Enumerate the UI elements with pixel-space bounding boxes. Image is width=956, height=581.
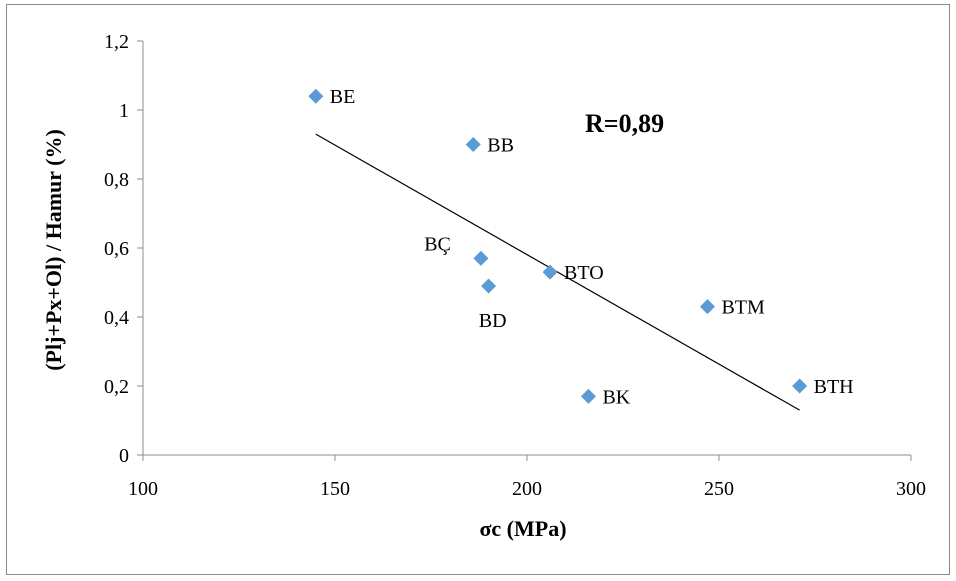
data-label-bb: BB (487, 135, 514, 157)
x-tick-label: 300 (896, 478, 926, 500)
y-tick-label: 0,6 (104, 238, 129, 260)
x-axis-ticks: 100 150 200 250 300 (128, 455, 926, 500)
data-point-bto (542, 264, 558, 280)
data-point-bk (580, 388, 596, 404)
correlation-annotation: R=0,89 (585, 109, 664, 138)
x-tick-label: 100 (128, 478, 158, 500)
chart-area (6, 4, 950, 575)
data-point-bb (465, 137, 481, 152)
y-tick-label: 0,4 (104, 307, 129, 329)
y-axis-ticks: 0 0,2 0,4 0,6 0,8 1 1,2 (104, 31, 143, 467)
x-tick-label: 250 (704, 478, 734, 500)
y-tick-label: 1 (119, 100, 129, 122)
data-points (308, 88, 808, 404)
x-tick-label: 150 (320, 478, 350, 500)
y-tick-label: 0,8 (104, 169, 129, 191)
data-label-bth: BTH (814, 376, 854, 398)
data-point-bd (481, 278, 497, 294)
y-tick-label: 1,2 (104, 31, 129, 53)
y-axis-title: (Plj+Px+Ol) / Hamur (%) (41, 129, 66, 371)
data-point-bç (473, 250, 489, 266)
y-tick-label: 0 (119, 445, 129, 467)
x-tick-label: 200 (512, 478, 542, 500)
x-axis-title: σc (MPa) (479, 516, 566, 541)
data-point-bth (792, 378, 808, 394)
plot-area: 0 0,2 0,4 0,6 0,8 1 1,2 100 150 200 250 300 BE BB BÇ… (104, 31, 926, 500)
data-point-be (308, 88, 324, 104)
data-label-bto: BTO (564, 262, 604, 284)
data-label-be: BE (330, 86, 356, 108)
data-label-btm: BTM (721, 297, 765, 319)
data-point-btm (699, 299, 715, 315)
y-tick-label: 0,2 (104, 376, 129, 398)
data-point-labels: BE BB BÇ BD BTO BK BTM BTH (330, 86, 854, 408)
data-label-bk: BK (602, 386, 630, 408)
data-label-bç: BÇ (424, 233, 451, 255)
trendline (315, 133, 800, 411)
data-label-bd: BD (479, 310, 507, 332)
